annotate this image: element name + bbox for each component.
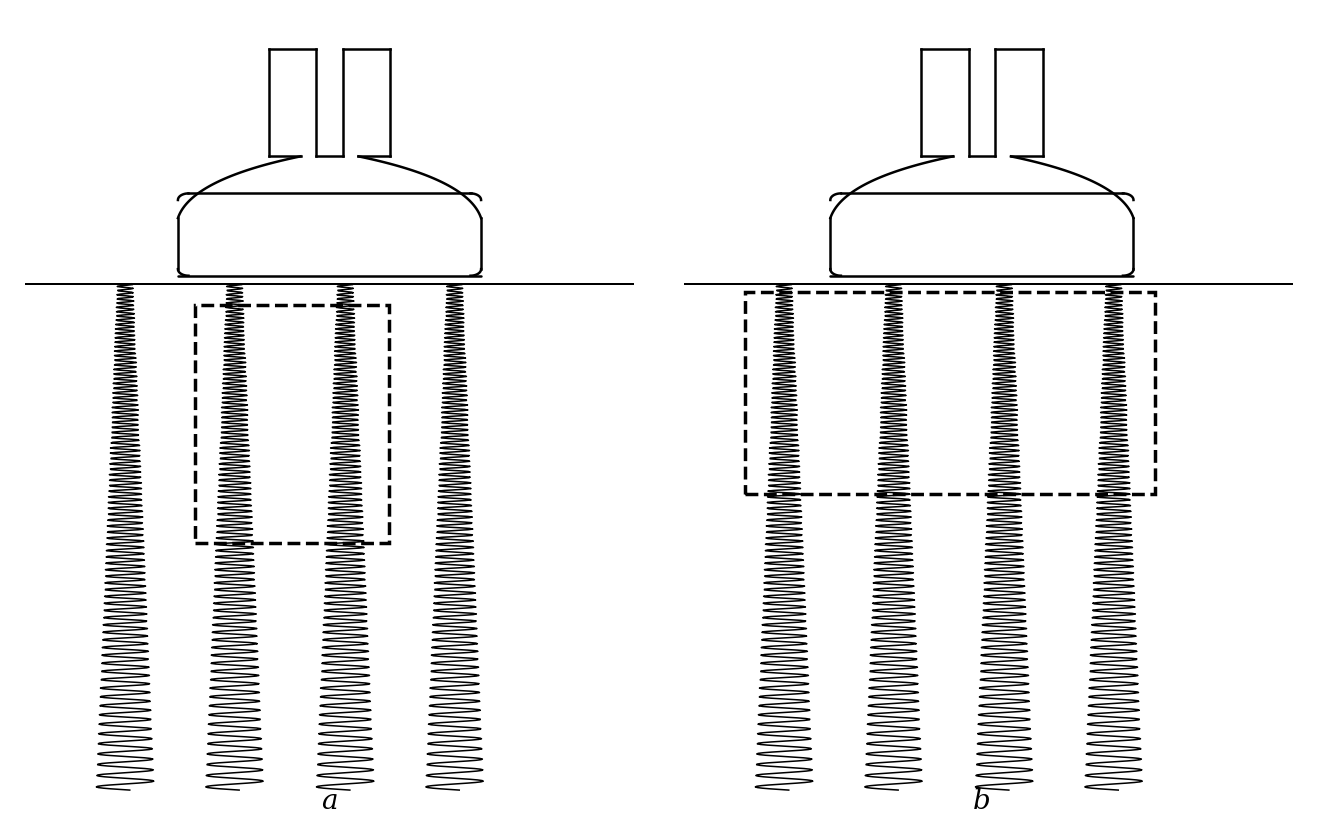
Bar: [745, 292, 1155, 494]
Bar: [195, 305, 389, 543]
Text: a: a: [322, 788, 337, 815]
Text: b: b: [973, 788, 991, 815]
